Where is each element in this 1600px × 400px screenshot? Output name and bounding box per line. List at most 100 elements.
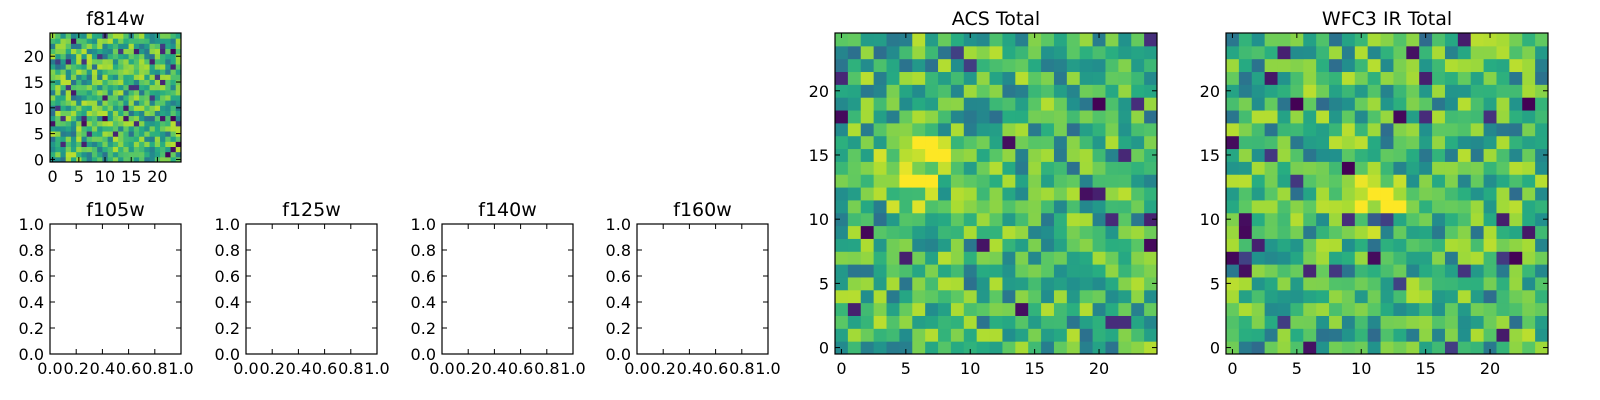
heatmap-cell: [1444, 174, 1459, 188]
heatmap-cell: [165, 141, 172, 148]
heatmap-cell: [1238, 161, 1253, 175]
heatmap-cell: [1105, 341, 1119, 355]
heatmap-cell: [91, 115, 98, 122]
heatmap-cell: [70, 115, 77, 122]
panel-title: ACS Total: [952, 8, 1040, 30]
heatmap-cell: [1277, 289, 1291, 304]
heatmap-cell: [1226, 328, 1240, 342]
heatmap-cell: [1329, 58, 1343, 73]
heatmap-cell: [170, 156, 177, 163]
heatmap-cell: [1509, 122, 1523, 137]
heatmap-cell: [1079, 97, 1094, 111]
heatmap-cell: [1496, 341, 1510, 355]
heatmap-cell: [912, 238, 926, 252]
heatmap-cell: [1277, 187, 1291, 201]
heatmap-cell: [86, 110, 93, 117]
heatmap-cell: [65, 38, 72, 44]
heatmap-cell: [1251, 225, 1266, 239]
heatmap-cell: [1226, 341, 1240, 355]
heatmap-cell: [1264, 161, 1279, 175]
heatmap-cell: [989, 289, 1003, 304]
heatmap-cell: [1380, 58, 1394, 73]
heatmap-cell: [1053, 225, 1068, 239]
x-tick-label: 0.0: [233, 359, 258, 378]
x-tick-label: 1.0: [755, 359, 780, 378]
heatmap-cell: [118, 89, 124, 96]
heatmap-cell: [1251, 212, 1266, 227]
heatmap-cell: [1406, 251, 1420, 265]
heatmap-cell: [1341, 161, 1356, 175]
heatmap-cell: [154, 131, 161, 137]
heatmap-cell: [133, 58, 140, 65]
heatmap-cell: [76, 141, 82, 148]
heatmap-cell: [938, 276, 952, 291]
heatmap-cell: [118, 53, 124, 60]
y-tick-label: 0.6: [606, 267, 631, 286]
heatmap-cell: [1367, 251, 1382, 265]
heatmap-cell: [1290, 58, 1304, 73]
heatmap-cell: [1290, 199, 1304, 214]
heatmap-cell: [165, 48, 172, 55]
heatmap-cell: [1066, 122, 1081, 137]
heatmap-cell: [912, 341, 926, 355]
heatmap-cell: [50, 63, 56, 70]
heatmap-cell: [1419, 199, 1433, 214]
heatmap-cell: [1406, 264, 1420, 278]
heatmap-cell: [144, 48, 151, 55]
heatmap-cell: [149, 151, 156, 158]
heatmap-cell: [50, 89, 56, 96]
heatmap-cell: [1341, 58, 1356, 73]
heatmap-cell: [938, 187, 952, 201]
heatmap-cell: [170, 120, 177, 127]
heatmap-cell: [133, 105, 140, 111]
heatmap-cell: [81, 89, 88, 96]
heatmap-cell: [1522, 212, 1536, 227]
heatmap-cell: [1419, 135, 1433, 150]
heatmap-cell: [65, 156, 72, 163]
heatmap-cell: [1118, 161, 1132, 175]
panel-title: f814w: [86, 8, 145, 30]
heatmap-cell: [1316, 212, 1330, 227]
heatmap-cell: [139, 84, 145, 91]
heatmap-cell: [1118, 187, 1132, 201]
heatmap-cell: [1432, 341, 1446, 355]
heatmap-cell: [1015, 212, 1029, 227]
heatmap-cell: [1144, 187, 1158, 201]
heatmap-cell: [60, 115, 67, 122]
heatmap-cell: [835, 289, 849, 304]
heatmap-cell: [1105, 97, 1119, 111]
heatmap-cell: [1341, 251, 1356, 265]
heatmap-cell: [1144, 341, 1158, 355]
heatmap-cell: [989, 135, 1003, 150]
heatmap-cell: [123, 131, 130, 137]
heatmap-cell: [1419, 84, 1433, 98]
y-tick-label: 0.4: [215, 293, 240, 312]
heatmap-cell: [1522, 45, 1536, 60]
heatmap-cell: [165, 136, 172, 142]
heatmap-cell: [938, 58, 952, 73]
heatmap-cell: [50, 94, 56, 101]
heatmap-cell: [1118, 276, 1132, 291]
heatmap-cell: [112, 84, 119, 91]
heatmap-cell: [1457, 302, 1472, 316]
heatmap-cell: [65, 136, 72, 142]
heatmap-cell: [118, 43, 124, 49]
x-tick-label: 0.0: [37, 359, 62, 378]
heatmap-cell: [175, 151, 182, 158]
heatmap-cell: [1354, 187, 1369, 201]
heatmap-cell: [1015, 187, 1029, 201]
heatmap-cell: [860, 187, 875, 201]
heatmap-cell: [1144, 328, 1158, 342]
heatmap-cell: [1144, 225, 1158, 239]
heatmap-cell: [1277, 212, 1291, 227]
heatmap-cell: [1522, 276, 1536, 291]
heatmap-cell: [950, 238, 965, 252]
heatmap-cell: [886, 187, 900, 201]
heatmap-cell: [886, 135, 900, 150]
x-tick-label: 1.0: [168, 359, 193, 378]
heatmap-cell: [1419, 174, 1433, 188]
heatmap-cell: [139, 58, 145, 65]
y-tick-label: 1.0: [411, 215, 436, 234]
y-tick-label: 0.4: [411, 293, 436, 312]
heatmap-cell: [1238, 212, 1253, 227]
